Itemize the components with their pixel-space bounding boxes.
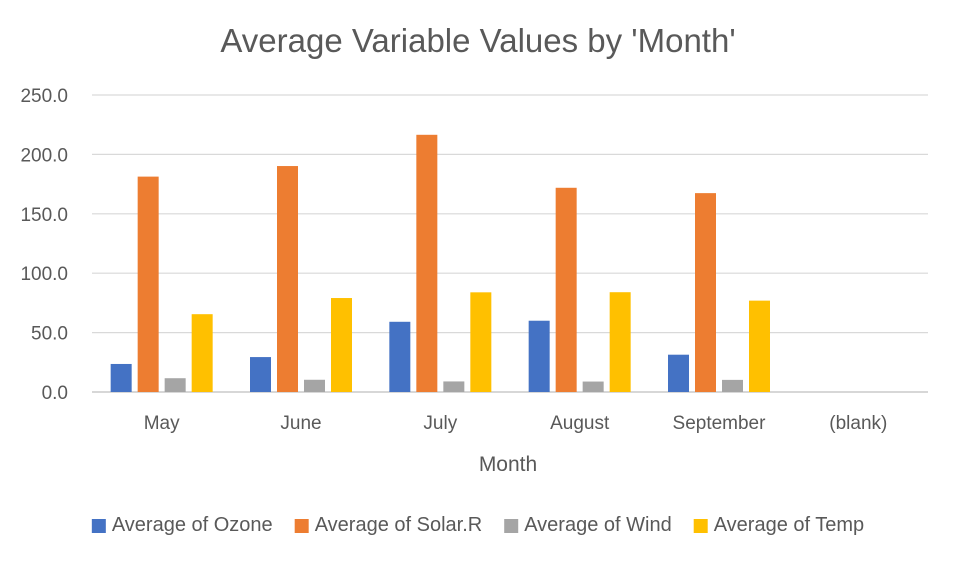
bar bbox=[137, 176, 159, 392]
x-axis-tick-labels: May June July August September (blank) bbox=[144, 413, 888, 434]
legend-item: Average of Solar.R bbox=[294, 514, 483, 536]
x-tick-label: July bbox=[423, 413, 457, 434]
bar bbox=[555, 187, 577, 392]
y-tick-label: 0.0 bbox=[42, 383, 68, 404]
bar bbox=[304, 379, 325, 392]
legend-label: Average of Wind bbox=[524, 514, 672, 536]
y-tick-label: 150.0 bbox=[20, 205, 68, 226]
bar bbox=[110, 363, 132, 392]
legend-label: Average of Temp bbox=[714, 514, 864, 536]
bar bbox=[609, 292, 631, 392]
bar bbox=[528, 320, 550, 392]
legend-item: Average of Ozone bbox=[91, 514, 273, 536]
y-tick-label: 50.0 bbox=[31, 324, 68, 345]
bar bbox=[191, 314, 213, 392]
series-average-of-ozone bbox=[110, 320, 689, 392]
x-axis-title: Month bbox=[479, 453, 537, 476]
series-average-of-temp bbox=[191, 292, 770, 392]
bar bbox=[695, 193, 716, 392]
legend: Average of Ozone Average of Solar.R Averag… bbox=[91, 514, 864, 536]
series-average-of-wind bbox=[164, 378, 743, 392]
legend-swatch bbox=[504, 519, 519, 533]
bar bbox=[582, 381, 604, 392]
y-axis-tick-labels: 0.0 50.0 100.0 150.0 200.0 250.0 bbox=[20, 86, 68, 404]
gridlines bbox=[92, 94, 928, 393]
bar bbox=[443, 381, 465, 392]
bar bbox=[668, 354, 689, 392]
legend-label: Average of Ozone bbox=[112, 514, 273, 536]
legend-swatch bbox=[693, 519, 708, 533]
y-tick-label: 200.0 bbox=[20, 145, 68, 166]
legend-item: Average of Temp bbox=[693, 514, 864, 536]
bar bbox=[250, 357, 271, 392]
bar bbox=[389, 321, 411, 392]
legend-swatch bbox=[294, 519, 309, 533]
x-tick-label: May bbox=[144, 413, 180, 434]
bar bbox=[722, 379, 743, 392]
legend-swatch bbox=[91, 519, 106, 533]
series-average-of-solar-r bbox=[137, 134, 716, 392]
bar bbox=[416, 134, 438, 392]
x-tick-label: August bbox=[550, 413, 610, 434]
bar bbox=[164, 378, 186, 392]
x-tick-label: September bbox=[673, 413, 767, 434]
chart-title: Average Variable Values by 'Month' bbox=[220, 22, 735, 59]
x-tick-label: (blank) bbox=[829, 413, 887, 434]
y-tick-label: 100.0 bbox=[20, 264, 68, 285]
bar bbox=[277, 166, 298, 392]
bars bbox=[110, 134, 770, 392]
legend-item: Average of Wind bbox=[504, 514, 672, 536]
bar bbox=[470, 292, 492, 392]
y-tick-label: 250.0 bbox=[20, 86, 68, 107]
x-tick-label: June bbox=[280, 413, 321, 434]
bar bbox=[331, 298, 352, 392]
bar bbox=[749, 300, 770, 392]
legend-label: Average of Solar.R bbox=[315, 514, 483, 536]
